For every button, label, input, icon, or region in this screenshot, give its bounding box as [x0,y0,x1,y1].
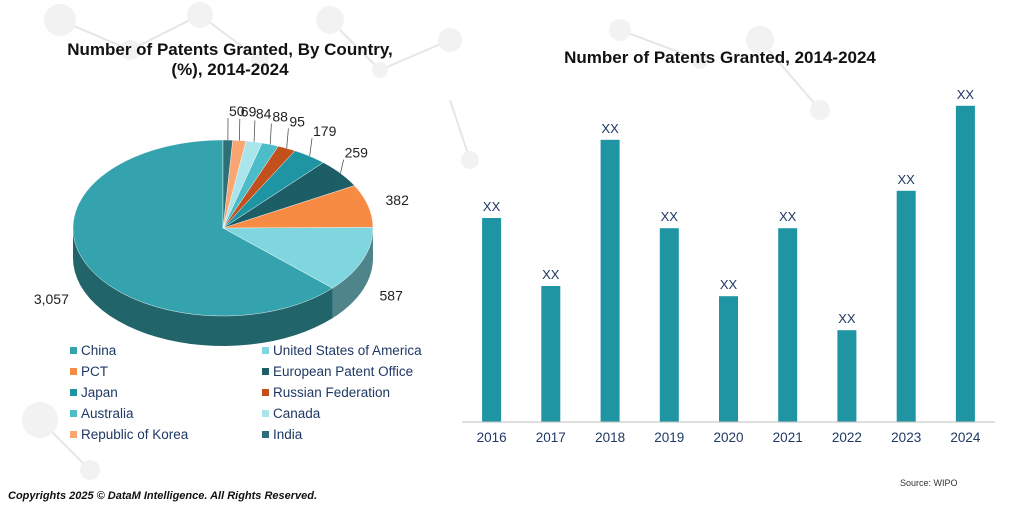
legend-swatch-russian-federation [262,389,269,396]
bar-value-label-2021: XX [779,209,797,224]
bar-value-label-2023: XX [898,172,916,187]
x-tick-label-2024: 2024 [950,430,981,445]
legend-swatch-australia [70,410,77,417]
pie-side-china [73,228,333,346]
x-tick-label-2018: 2018 [595,430,625,445]
bar-value-label-2024: XX [957,87,975,102]
x-tick-label-2016: 2016 [477,430,507,445]
pie-slice-european-patent-office [222,162,355,229]
pie-slice-united-states-of-america [222,227,374,289]
pie-value-label-australia: 88 [272,109,288,125]
x-tick-label-2017: 2017 [536,430,566,445]
bar-value-label-2016: XX [483,199,501,214]
bar-2022 [837,330,857,422]
copyright-notice: Copyrights 2025 © DataM Intelligence. Al… [8,490,318,502]
legend-label-japan: Japan [81,385,118,400]
bar-2018 [600,139,620,423]
x-tick-label-2023: 2023 [891,430,921,445]
bar-2017 [541,286,561,422]
pie-leader-australia [269,123,272,145]
bar-value-label-2018: XX [601,121,619,136]
legend-item-canada: Canada [262,403,320,424]
legend-swatch-european-patent-office [262,368,269,375]
bar-2021 [778,228,798,422]
pie-leader-european-patent-office [340,159,344,174]
legend-label-pct: PCT [81,364,108,379]
legend-label-india: India [273,427,303,442]
legend-swatch-china [70,347,77,354]
legend-swatch-canada [262,410,269,417]
legend-swatch-india [262,431,269,438]
pie-value-label-japan: 179 [313,123,337,139]
source-note: Source: WIPO [900,478,958,488]
legend-item-china: China [70,340,116,361]
legend-item-republic-of-korea: Republic of Korea [70,424,188,445]
pie-value-label-republic-of-korea: 69 [241,104,257,120]
pie-side-united-states-of-america [332,228,373,319]
legend-item-pct: PCT [70,361,108,382]
legend-item-japan: Japan [70,382,118,403]
legend-label-republic-of-korea: Republic of Korea [81,427,189,442]
legend-label-australia: Australia [81,406,134,421]
legend-item-united-states-of-america: United States of America [262,340,422,361]
bar-2019 [659,228,679,422]
legend-label-russian-federation: Russian Federation [273,385,391,400]
pie-value-label-european-patent-office: 259 [345,145,369,161]
legend-swatch-pct [70,368,77,375]
legend-label-china: China [81,343,117,358]
pie-value-label-russian-federation: 95 [289,113,305,129]
legend-swatch-united-states-of-america [262,347,269,354]
bar-value-label-2020: XX [720,277,738,292]
bar-value-label-2017: XX [542,267,560,282]
x-tick-label-2021: 2021 [773,430,803,445]
legend-label-canada: Canada [273,406,321,421]
legend-swatch-republic-of-korea [70,431,77,438]
bar-2016 [482,218,502,422]
pie-value-label-china: 3,057 [34,291,69,307]
pie-value-label-united-states-of-america: 587 [380,288,404,304]
legend-item-india: India [262,424,302,445]
pie-top-faces [72,139,374,317]
pie-slice-india [222,139,233,229]
bar-series: XX XX XX XX XX XX XX XX XX [482,87,975,423]
pie-slice-china [72,139,333,317]
bar-2024 [955,105,975,423]
bar-chart: XX XX XX XX XX XX XX XX XX 2016 2017 2018 2019 2020 20… [462,87,995,445]
pie-chart-title: Number of Patents Granted, By Country, (… [67,40,393,79]
legend-item-russian-federation: Russian Federation [262,382,390,403]
pie-leader-canada [253,120,256,142]
pie-value-label-india: 50 [229,103,245,119]
pie-slice-japan [222,150,324,229]
pie-value-label-pct: 382 [386,192,410,208]
bar-2020 [719,296,738,422]
legend-swatch-japan [70,389,77,396]
pie-value-label-canada: 84 [256,105,272,121]
x-tick-label-2020: 2020 [713,430,743,445]
pie-side-walls [73,228,373,346]
bar-value-label-2019: XX [661,209,679,224]
x-tick-label-2022: 2022 [832,430,862,445]
legend-label-united-states-of-america: United States of America [273,343,422,358]
legend-item-european-patent-office: European Patent Office [262,361,413,382]
bar-2023 [896,190,916,422]
legend-item-australia: Australia [70,403,134,424]
bar-value-label-2022: XX [838,311,856,326]
pie-leader-russian-federation [286,128,289,149]
pie-leader-japan [309,138,313,157]
legend-label-european-patent-office: European Patent Office [273,364,414,379]
pie-slice-pct [222,185,374,229]
bar-chart-title: Number of Patents Granted, 2014-2024 [564,48,876,67]
x-tick-label-2019: 2019 [654,430,684,445]
